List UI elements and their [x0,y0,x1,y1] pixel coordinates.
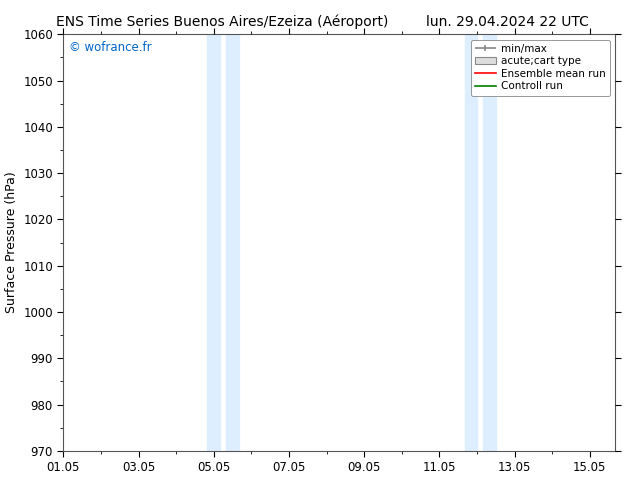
Y-axis label: Surface Pressure (hPa): Surface Pressure (hPa) [4,172,18,314]
Bar [226,34,239,451]
Text: © wofrance.fr: © wofrance.fr [69,41,152,53]
Bar [207,34,220,451]
Text: lun. 29.04.2024 22 UTC: lun. 29.04.2024 22 UTC [426,15,588,29]
Legend: min/max, acute;cart type, Ensemble mean run, Controll run: min/max, acute;cart type, Ensemble mean … [470,40,610,96]
Text: ENS Time Series Buenos Aires/Ezeiza (Aéroport): ENS Time Series Buenos Aires/Ezeiza (Aér… [56,15,388,29]
Bar [483,34,496,451]
Bar [465,34,477,451]
